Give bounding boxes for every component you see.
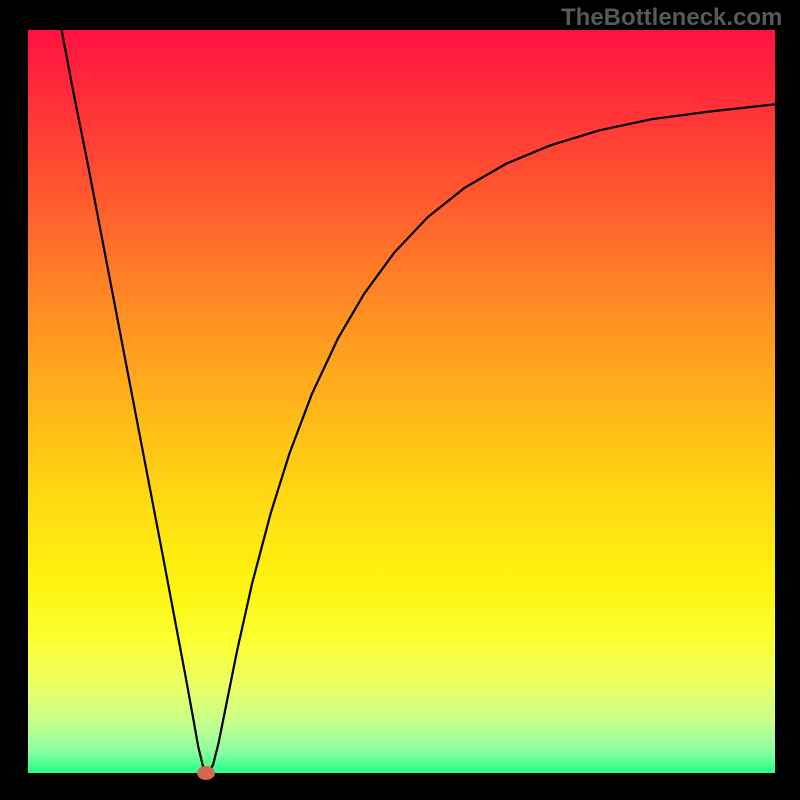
plot-area (28, 30, 775, 773)
minimum-marker (197, 766, 215, 780)
chart-container: { "chart": { "type": "line", "canvas": {… (0, 0, 800, 800)
gradient-background (28, 30, 775, 773)
watermark-text: TheBottleneck.com (561, 4, 782, 32)
